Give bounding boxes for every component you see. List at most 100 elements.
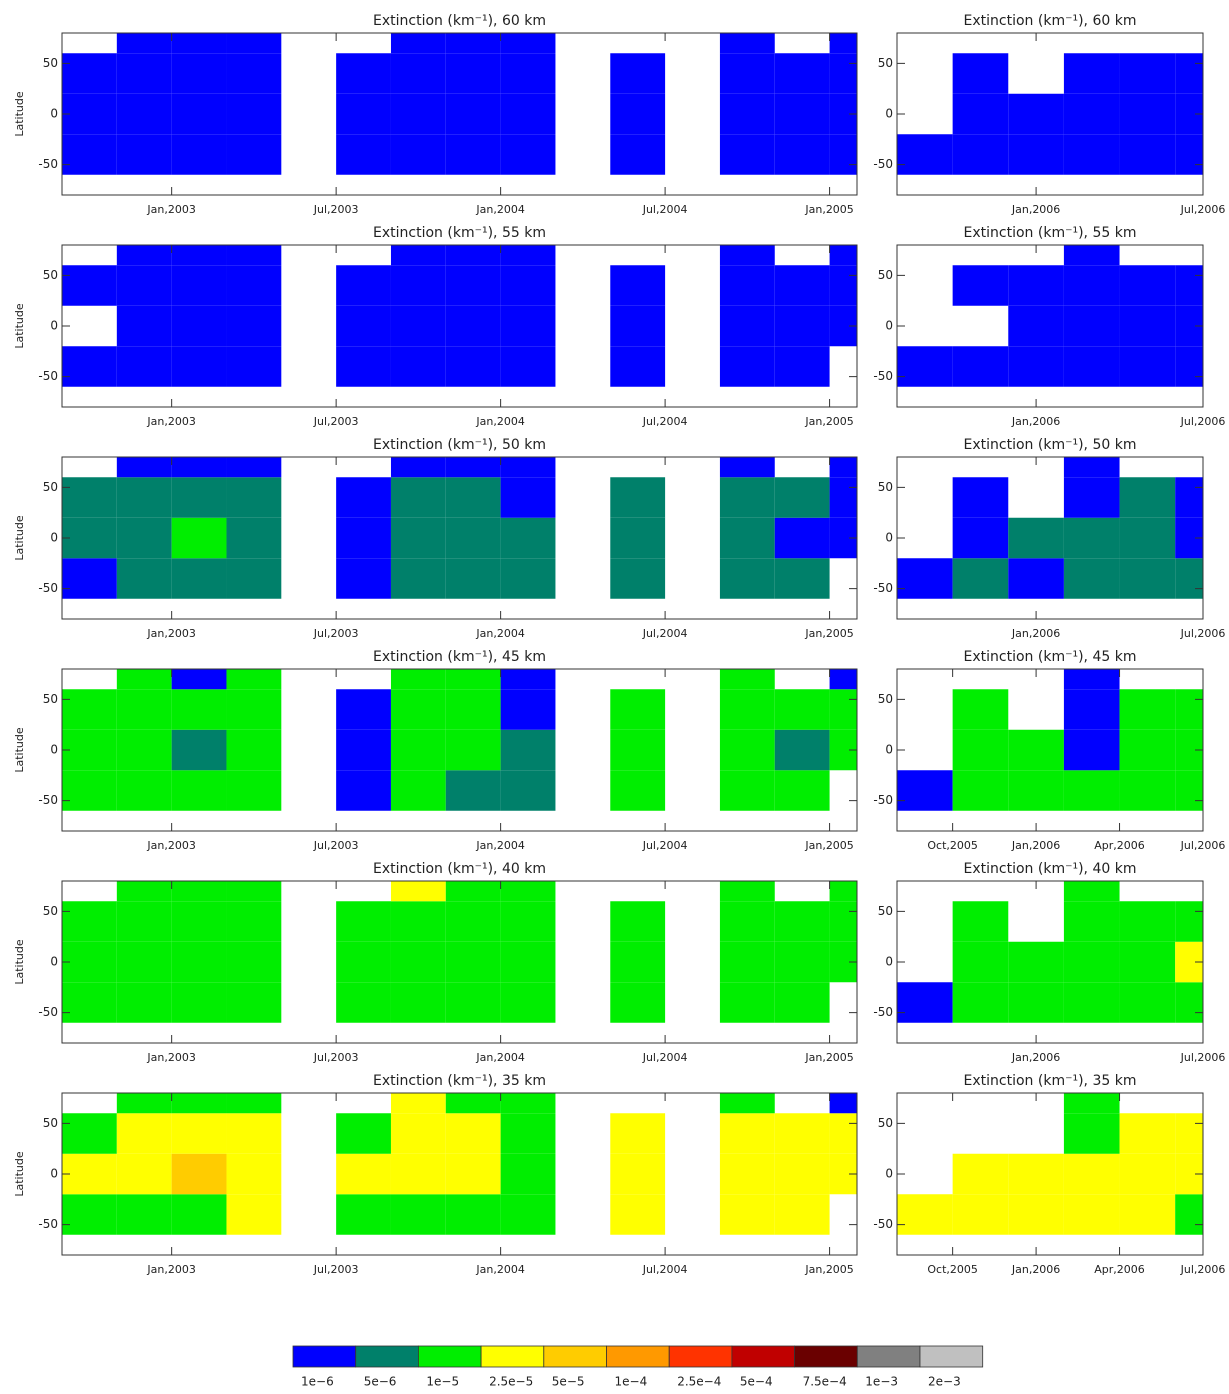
x-tick-label: Jan,2006: [1011, 1051, 1060, 1064]
cell: [445, 1153, 501, 1195]
x-tick-label: Jan,2003: [146, 627, 195, 640]
cell: [952, 1153, 1009, 1195]
y-tick-label: 0: [885, 743, 893, 757]
cell: [171, 517, 227, 559]
cell: [116, 770, 172, 811]
cell: [500, 93, 556, 135]
x-tick-label: Jul,2003: [313, 203, 359, 216]
cell: [1119, 134, 1176, 175]
cell: [171, 941, 227, 983]
cell: [171, 558, 227, 599]
cell: [116, 901, 172, 942]
cell: [1063, 93, 1120, 135]
x-tick-label: Jan,2004: [475, 1263, 524, 1276]
cell: [171, 134, 227, 175]
y-tick-label: 50: [878, 268, 893, 282]
cell: [390, 982, 446, 1023]
cell: [1008, 1153, 1064, 1195]
x-tick-label: Jul,2004: [642, 839, 688, 852]
cell: [719, 265, 775, 306]
cell: [1063, 346, 1120, 387]
cell: [1063, 558, 1120, 599]
y-tick-label: -50: [873, 581, 893, 595]
cell: [1063, 1113, 1120, 1154]
cell: [336, 941, 391, 983]
cell: [719, 134, 775, 175]
cell: [500, 1093, 556, 1114]
y-tick-label: 50: [878, 480, 893, 494]
cell: [829, 1113, 857, 1154]
colorbar-box: [292, 1345, 357, 1368]
y-tick-label: 50: [878, 904, 893, 918]
cell: [171, 1153, 227, 1195]
x-tick-label: Apr,2006: [1094, 839, 1145, 852]
cell: [171, 901, 227, 942]
cell: [171, 33, 227, 54]
colorbar-box: [543, 1345, 607, 1368]
cell: [774, 901, 830, 942]
cell: [226, 1093, 282, 1114]
cell: [829, 689, 857, 730]
y-tick-label: 0: [50, 1167, 58, 1181]
cell: [1063, 265, 1120, 306]
cell: [171, 457, 227, 478]
cell: [390, 305, 446, 347]
cell: [719, 901, 775, 942]
cell: [610, 1113, 666, 1154]
cell: [390, 245, 446, 266]
cell: [500, 134, 556, 175]
cell: [952, 134, 1009, 175]
cell: [171, 93, 227, 135]
cell: [774, 1113, 830, 1154]
cell: [719, 346, 775, 387]
cell: [897, 1194, 953, 1235]
cell: [171, 477, 227, 518]
cell: [62, 1113, 117, 1154]
cell: [226, 901, 282, 942]
cell: [62, 982, 117, 1023]
cell: [445, 901, 501, 942]
cell: [829, 1093, 857, 1114]
cell: [116, 558, 172, 599]
cell: [445, 669, 501, 690]
cell: [897, 346, 953, 387]
cell: [829, 53, 857, 94]
cell: [1119, 1194, 1176, 1235]
colorbar-box: [731, 1345, 796, 1368]
cell: [829, 245, 857, 266]
x-tick-label: Oct,2005: [927, 1263, 978, 1276]
cell: [171, 770, 227, 811]
cell: [774, 346, 830, 387]
panel-title: Extinction (km⁻¹), 50 km: [964, 437, 1137, 453]
cell: [116, 881, 172, 902]
cell: [390, 457, 446, 478]
cell: [171, 881, 227, 902]
colorbar-label: 5e−5: [552, 1375, 585, 1389]
cell: [226, 729, 282, 771]
cell: [226, 134, 282, 175]
y-tick-label: 0: [50, 107, 58, 121]
cell: [829, 901, 857, 942]
cell: [390, 941, 446, 983]
cell: [336, 982, 391, 1023]
cell: [171, 305, 227, 347]
cell: [1119, 265, 1176, 306]
x-tick-label: Jan,2003: [146, 1263, 195, 1276]
cell: [774, 941, 830, 983]
y-axis-label: Latitude: [13, 91, 26, 137]
y-tick-label: 50: [43, 268, 58, 282]
x-tick-label: Jul,2003: [313, 415, 359, 428]
cell: [445, 558, 501, 599]
cell: [62, 689, 117, 730]
cell: [116, 265, 172, 306]
x-tick-label: Jul,2006: [1180, 415, 1226, 428]
y-tick-label: 50: [43, 480, 58, 494]
x-tick-label: Jul,2006: [1180, 203, 1226, 216]
cell: [610, 770, 666, 811]
cell: [500, 33, 556, 54]
cell: [171, 669, 227, 690]
cell: [62, 53, 117, 94]
cell: [171, 729, 227, 771]
cell: [226, 1194, 282, 1235]
y-tick-label: -50: [38, 157, 58, 171]
